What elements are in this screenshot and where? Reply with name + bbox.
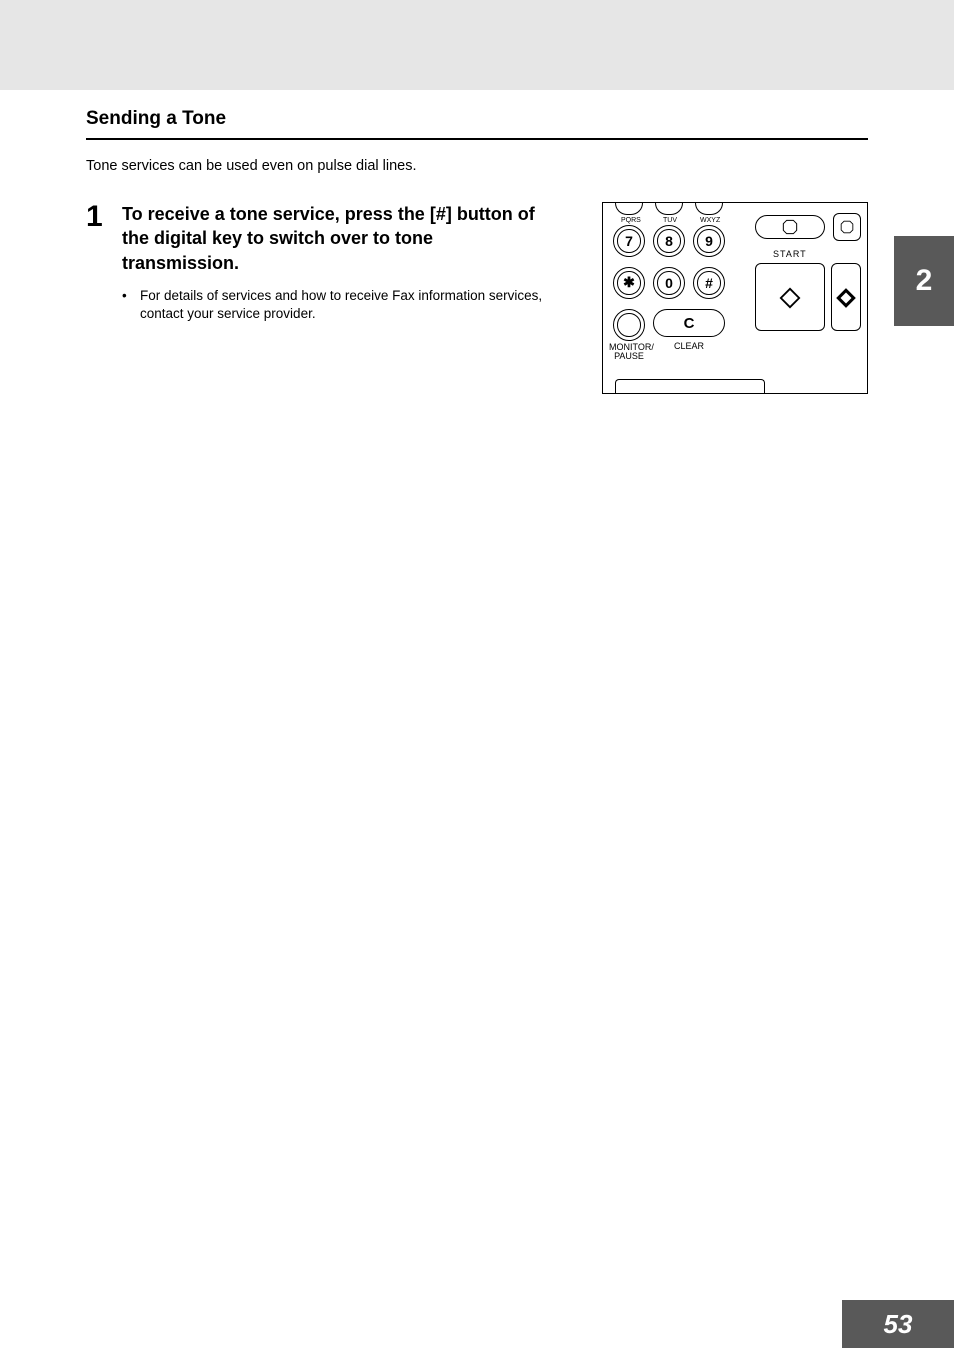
top-right-square: [833, 213, 861, 241]
figure-frame: PQRS TUV WXYZ 7 8 9 ✱ 0 # C MONITOR/PAUS…: [602, 202, 868, 394]
key-0: 0: [653, 267, 685, 299]
page-content: Sending a Tone Tone services can be used…: [0, 90, 954, 394]
bottom-strip: [615, 379, 765, 393]
intro-text: Tone services can be used even on pulse …: [86, 158, 868, 174]
stop-icon: [782, 219, 798, 235]
label-start: START: [773, 249, 807, 259]
key-hash: #: [693, 267, 725, 299]
stop-icon-2: [840, 220, 854, 234]
bullet-text: For details of services and how to recei…: [140, 287, 552, 323]
row-above-8: [655, 203, 683, 215]
keypad-figure: PQRS TUV WXYZ 7 8 9 ✱ 0 # C MONITOR/PAUS…: [602, 202, 868, 394]
label-tuv: TUV: [663, 217, 677, 224]
key-9: 9: [693, 225, 725, 257]
top-gray-band: [0, 0, 954, 90]
key-clear-c: C: [653, 309, 725, 337]
start-diamond-left: [779, 287, 801, 314]
heading-rule: [86, 138, 868, 140]
key-star: ✱: [613, 267, 645, 299]
label-wxyz: WXYZ: [700, 217, 720, 224]
bullet-marker: •: [122, 287, 132, 323]
step-text-column: To receive a tone service, press the [#]…: [122, 202, 552, 323]
row-above-7: [615, 203, 643, 215]
step-1: 1 To receive a tone service, press the […: [86, 202, 868, 394]
label-monitor-pause: MONITOR/PAUSE: [609, 343, 649, 362]
key-7: 7: [613, 225, 645, 257]
step-number: 1: [86, 202, 108, 232]
step-bullet: • For details of services and how to rec…: [122, 287, 552, 323]
section-heading: Sending a Tone: [86, 108, 868, 130]
step-title: To receive a tone service, press the [#]…: [122, 202, 552, 275]
chapter-tab: 2: [894, 236, 954, 326]
key-8: 8: [653, 225, 685, 257]
page-number: 53: [842, 1300, 954, 1348]
label-clear: CLEAR: [669, 341, 709, 351]
row-above-9: [695, 203, 723, 215]
start-diamond-right: [835, 287, 857, 314]
top-right-pill: [755, 215, 825, 239]
key-monitor-pause: [613, 309, 645, 341]
label-pqrs: PQRS: [621, 217, 641, 224]
